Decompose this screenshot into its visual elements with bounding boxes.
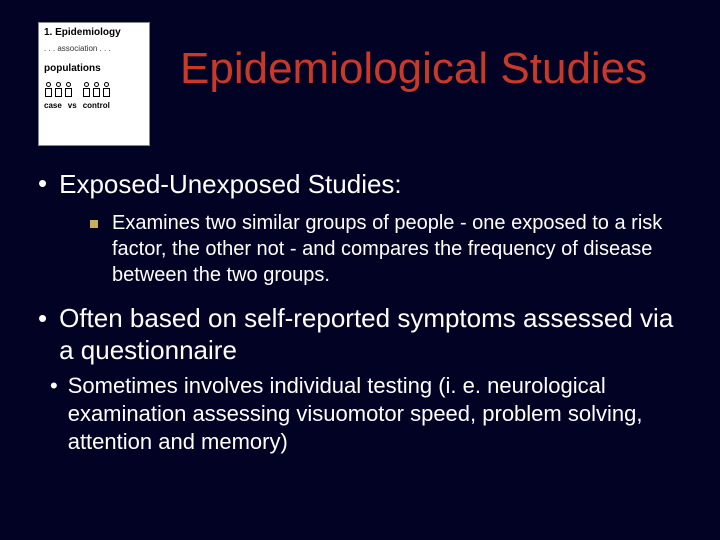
- bullet2-text: Often based on self-reported symptoms as…: [59, 302, 688, 366]
- thumb-vs: vs: [68, 101, 77, 110]
- bullet-level1: • Exposed-Unexposed Studies:: [38, 168, 688, 200]
- slide-content: • Exposed-Unexposed Studies: Examines tw…: [38, 168, 688, 456]
- bullet-level2: • Sometimes involves individual testing …: [50, 372, 688, 456]
- thumbnail-image: 1. Epidemiology . . . association . . . …: [38, 22, 150, 146]
- sub-bullet-text: Examines two similar groups of people - …: [112, 210, 688, 288]
- bullet-level1-2: • Often based on self-reported symptoms …: [38, 302, 688, 366]
- bullet-dot-icon: •: [38, 168, 47, 198]
- thumb-association: . . . association . . .: [44, 44, 144, 53]
- thumb-case: case: [44, 101, 62, 110]
- thumb-labels: case vs control: [44, 101, 144, 110]
- thumb-populations: populations: [44, 63, 144, 74]
- thumb-title: 1. Epidemiology: [44, 27, 144, 38]
- bullet1-text: Exposed-Unexposed Studies:: [59, 168, 402, 200]
- square-bullet-icon: [90, 220, 98, 228]
- thumb-figures: [44, 82, 144, 97]
- bullet-dot-icon: •: [50, 372, 58, 400]
- bullet-dot-icon: •: [38, 302, 47, 334]
- sub-bullet: Examines two similar groups of people - …: [90, 210, 688, 288]
- bullet3-text: Sometimes involves individual testing (i…: [68, 372, 688, 456]
- slide-title: Epidemiological Studies: [180, 44, 647, 94]
- thumb-control: control: [83, 101, 110, 110]
